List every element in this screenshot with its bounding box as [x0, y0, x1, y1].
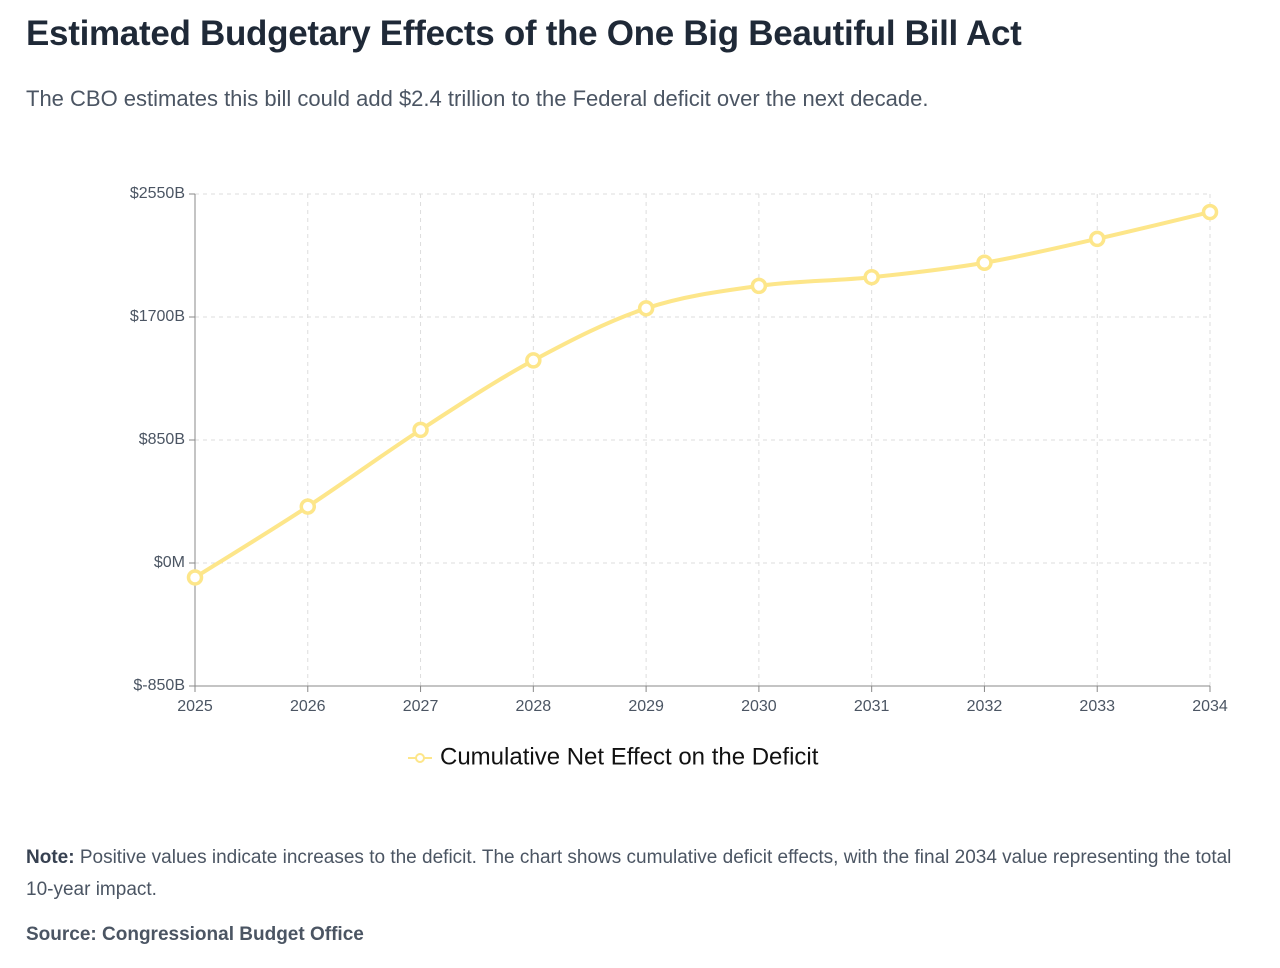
legend-marker: [415, 753, 425, 763]
point: [525, 352, 542, 369]
x-tick-label: 2032: [967, 698, 1003, 715]
point: [1088, 230, 1106, 248]
x-tick-label: 2030: [741, 698, 777, 715]
legend-label: Cumulative Net Effect on the Deficit: [440, 743, 819, 770]
subtitle: The CBO estimates this bill could add $2…: [26, 86, 929, 111]
note-text: Positive values indicate increases to th…: [26, 847, 1232, 900]
x-tick-label: 2028: [516, 698, 552, 715]
y-tick-label: $850B: [139, 431, 185, 448]
x-tick-label: 2026: [290, 698, 326, 715]
x-tick-label: 2029: [628, 698, 664, 715]
x-tick-label: 2025: [177, 698, 213, 715]
y-tick-label: $0M: [154, 554, 185, 571]
point: [186, 569, 204, 586]
note: Note: Positive values indicate increases…: [26, 842, 1256, 906]
x-tick-label: 2034: [1192, 698, 1228, 715]
point: [976, 254, 993, 271]
point: [412, 421, 429, 439]
y-tick-label: $1700B: [130, 308, 185, 325]
point: [637, 300, 655, 317]
x-tick-label: 2031: [854, 698, 890, 715]
x-tick-label: 2027: [403, 698, 439, 715]
point: [863, 268, 880, 286]
source: Source: Congressional Budget Office: [26, 924, 364, 945]
note-label: Note:: [26, 847, 75, 868]
y-tick-label: $2550B: [130, 185, 185, 202]
line: [193, 210, 1211, 580]
x-tick-label: 2033: [1079, 698, 1115, 715]
y-tick-label: $-850B: [133, 677, 185, 694]
point: [750, 277, 768, 295]
point: [299, 498, 317, 515]
title: Estimated Budgetary Effects of the One B…: [26, 14, 1022, 53]
chart: $-850B $0M $850B $1700B $2550B 2025 2026 2027 20…: [130, 185, 1228, 770]
point: [1201, 203, 1219, 221]
